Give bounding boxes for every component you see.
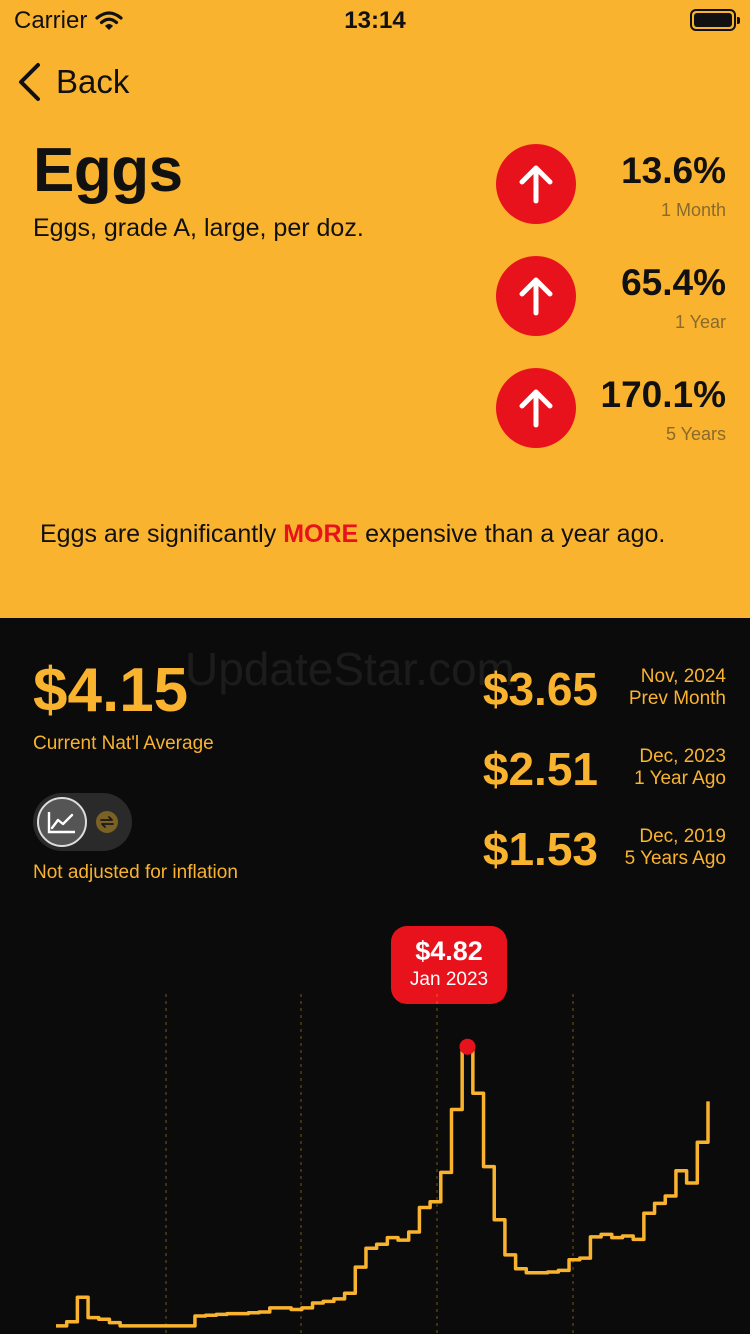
chart-tooltip: $4.82 Jan 2023 bbox=[391, 926, 507, 1004]
change-percent: 13.6% bbox=[621, 150, 726, 191]
carrier-label: Carrier bbox=[14, 7, 88, 34]
arrow-up-icon bbox=[496, 144, 576, 224]
battery-icon bbox=[690, 9, 740, 31]
carrier: Carrier bbox=[14, 7, 123, 35]
history-date: Nov, 2024 bbox=[640, 666, 726, 687]
history-prev-month: $3.65 Nov, 2024 Prev Month bbox=[306, 663, 726, 722]
back-button[interactable]: Back bbox=[16, 62, 129, 102]
price-chart[interactable] bbox=[0, 990, 750, 1334]
peak-point bbox=[459, 1038, 476, 1055]
wifi-icon bbox=[95, 11, 123, 30]
status-bar: Carrier 13:14 bbox=[0, 0, 750, 44]
summary-highlight: MORE bbox=[283, 520, 359, 548]
clock: 13:14 bbox=[344, 7, 406, 34]
item-title: Eggs bbox=[33, 136, 183, 205]
item-description: Eggs, grade A, large, per doz. bbox=[33, 214, 364, 242]
arrow-up-icon bbox=[496, 368, 576, 448]
history-1-year: $2.51 Dec, 2023 1 Year Ago bbox=[306, 743, 726, 802]
chart-points bbox=[459, 1038, 476, 1055]
change-percent: 170.1% bbox=[600, 374, 727, 415]
inflation-toggle[interactable] bbox=[33, 793, 132, 851]
chevron-left-icon bbox=[19, 63, 40, 101]
change-5-years: 170.1% 5 Years bbox=[496, 368, 726, 452]
history-label: 5 Years Ago bbox=[624, 848, 726, 869]
watermark: UpdateStar.com bbox=[185, 643, 515, 695]
chart-line-icon bbox=[37, 797, 87, 847]
back-label: Back bbox=[56, 63, 130, 100]
tooltip-date: Jan 2023 bbox=[409, 969, 489, 990]
summary-text: Eggs are significantly MORE expensive th… bbox=[40, 520, 666, 548]
inflation-icon bbox=[96, 811, 118, 833]
history-date: Dec, 2023 bbox=[639, 746, 726, 767]
history-5-years: $1.53 Dec, 2019 5 Years Ago bbox=[306, 823, 726, 882]
change-period: 5 Years bbox=[665, 424, 726, 444]
change-1-year: 65.4% 1 Year bbox=[496, 256, 726, 340]
price-series-line bbox=[56, 1044, 710, 1328]
history-label: 1 Year Ago bbox=[634, 768, 726, 789]
change-percent: 65.4% bbox=[621, 262, 726, 303]
chart-grid bbox=[165, 994, 574, 1334]
history-price: $1.53 bbox=[482, 823, 598, 875]
inflation-label: Not adjusted for inflation bbox=[33, 862, 238, 883]
history-label: Prev Month bbox=[628, 688, 726, 709]
history-price: $2.51 bbox=[482, 743, 598, 795]
history-date: Dec, 2019 bbox=[639, 826, 726, 847]
change-period: 1 Month bbox=[660, 200, 726, 220]
history-price: $3.65 bbox=[482, 663, 598, 715]
change-period: 1 Year bbox=[674, 312, 726, 332]
change-1-month: 13.6% 1 Month bbox=[496, 144, 726, 228]
tooltip-value: $4.82 bbox=[415, 936, 483, 966]
arrow-up-icon bbox=[496, 256, 576, 336]
summary-header: Carrier 13:14 Back Eggs Eggs, grade A, l… bbox=[0, 0, 750, 618]
current-price-label: Current Nat'l Average bbox=[33, 733, 214, 754]
current-price: $4.15 bbox=[33, 656, 189, 725]
